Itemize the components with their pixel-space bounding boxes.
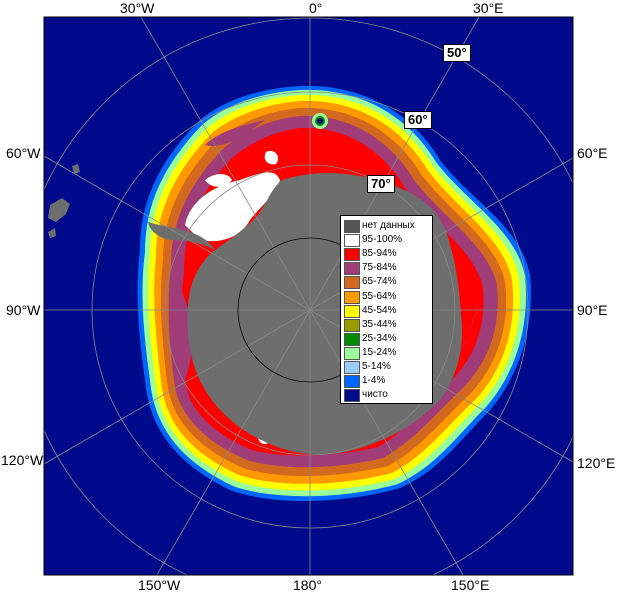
islands (72, 164, 80, 174)
label-90w: 90°W (6, 302, 41, 318)
legend-swatch (344, 304, 360, 318)
legend-label: 55-64% (362, 290, 397, 302)
label-lat-50: 50° (443, 44, 471, 62)
legend-label: чисто (362, 389, 388, 401)
legend-swatch (344, 234, 360, 248)
legend-label: нет данных (362, 220, 415, 231)
label-30w: 30°W (120, 0, 155, 16)
legend-swatch (344, 318, 360, 332)
legend-swatch (344, 276, 360, 290)
meridian-30w (140, 17, 311, 311)
island (317, 118, 323, 124)
legend-swatch (344, 220, 360, 233)
label-180: 180° (293, 577, 322, 593)
islands (48, 228, 56, 238)
label-lat-60: 60° (404, 111, 432, 129)
legend-swatch (344, 375, 360, 389)
label-120w: 120°W (1, 452, 44, 468)
legend-label: 35-44% (362, 318, 397, 330)
meridian-150w (156, 309, 311, 575)
meridian-150e (309, 309, 464, 575)
legend-label: 75-84% (362, 262, 397, 274)
meridians (44, 17, 573, 575)
legend-swatch (344, 262, 360, 276)
islands (48, 198, 70, 222)
legend-label: 45-54% (362, 304, 397, 316)
label-60w: 60°W (6, 145, 41, 161)
label-150w: 150°W (138, 577, 181, 593)
label-30e: 30°E (473, 0, 504, 16)
legend-swatch (344, 361, 360, 374)
legend-swatch (344, 346, 360, 360)
meridian-30e (309, 17, 480, 311)
meridian-120w (44, 309, 311, 465)
ice-patch-95-100 (205, 174, 232, 187)
label-60e: 60°E (577, 145, 608, 161)
legend-label: 65-74% (362, 276, 397, 288)
legend-swatch (344, 332, 360, 346)
legend-label: 85-94% (362, 248, 397, 260)
meridian-60w (44, 155, 311, 311)
legend-swatch (344, 248, 360, 262)
ice-patch-95-100 (185, 172, 280, 242)
label-0: 0° (309, 0, 323, 16)
label-90e: 90°E (577, 302, 608, 318)
legend-label: 5-14% (362, 361, 391, 372)
label-150e: 150°E (451, 577, 490, 593)
legend: нет данных 95-100% 85-94% 75-84% 65-74% 55-64… (340, 215, 433, 404)
label-lat-70: 70° (367, 175, 395, 193)
legend-label: 25-34% (362, 332, 397, 344)
legend-label: 1-4% (362, 375, 386, 387)
ice-patch-75-84 (205, 120, 265, 146)
legend-label: 15-24% (362, 346, 397, 358)
legend-swatch (344, 389, 360, 403)
ice-patch-75-84 (170, 270, 193, 380)
label-120e: 120°E (577, 455, 616, 471)
legend-label: 95-100% (362, 234, 403, 246)
map-frame (43, 16, 574, 576)
ice-patch-95-100 (264, 150, 279, 165)
legend-swatch (344, 290, 360, 304)
